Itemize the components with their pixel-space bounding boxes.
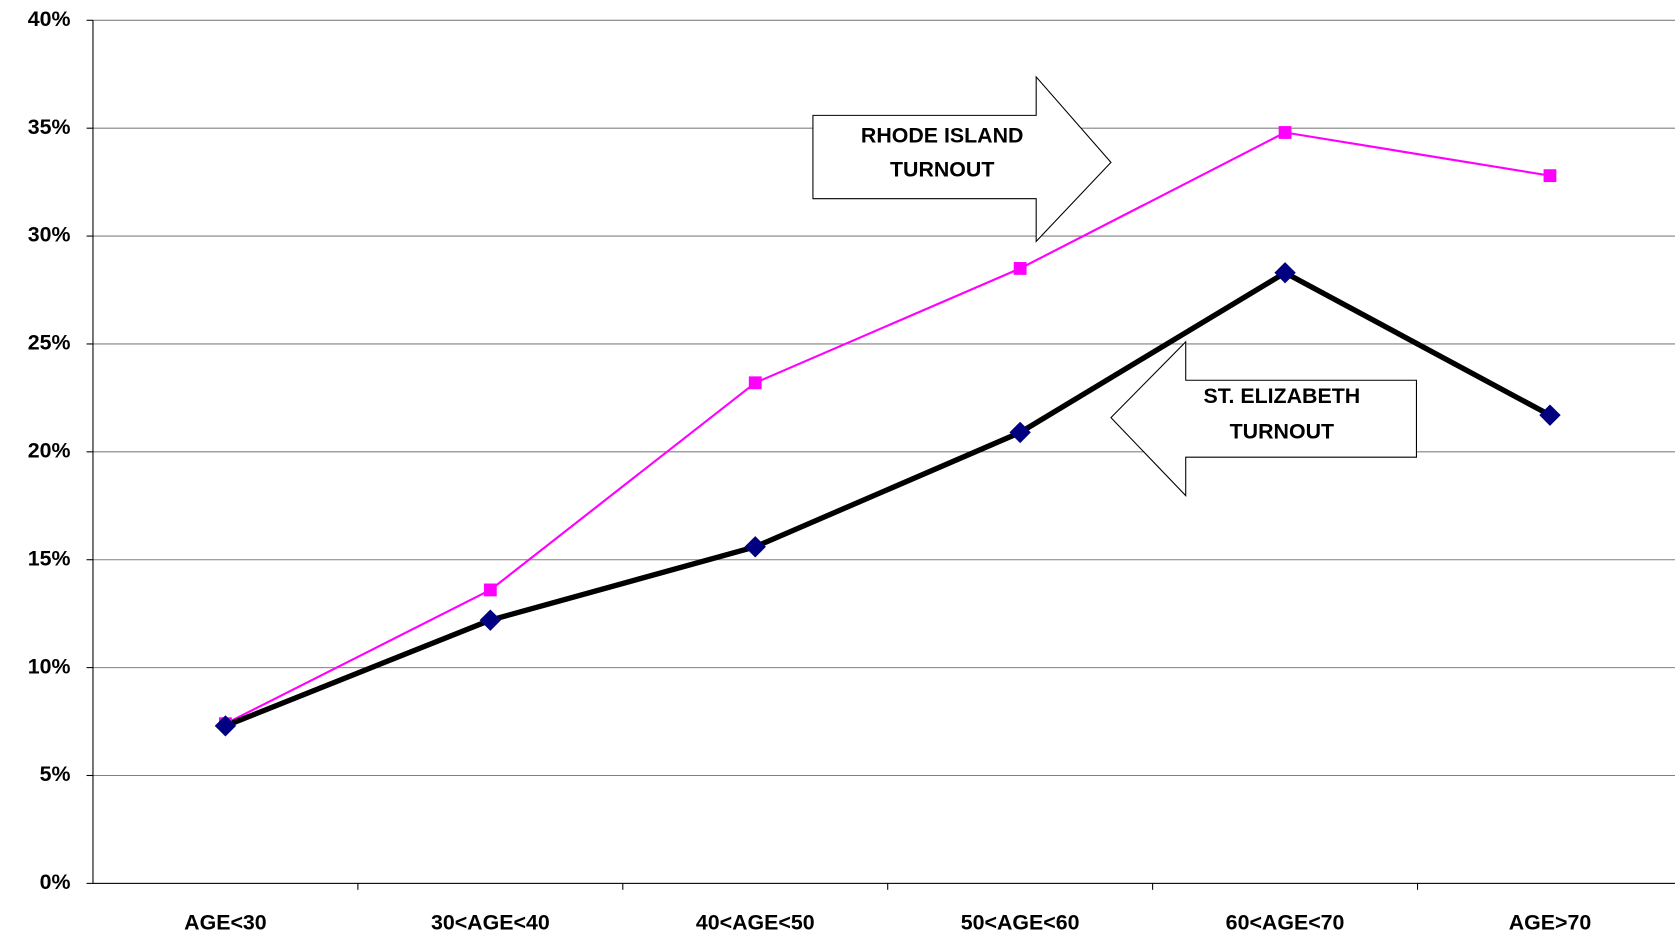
y-tick-label: 35% <box>28 115 71 139</box>
marker <box>744 536 766 558</box>
annotation: RHODE ISLAND <box>861 123 1024 147</box>
y-tick-label: 0% <box>40 870 71 894</box>
marker <box>1278 126 1292 139</box>
marker <box>748 376 762 390</box>
annotation: ST. ELIZABETH <box>1204 384 1361 408</box>
annotation: TURNOUT <box>890 158 994 182</box>
marker <box>479 609 502 631</box>
y-tick-label: 5% <box>40 762 71 786</box>
annotation: TURNOUT <box>1230 419 1334 443</box>
y-tick-label: 10% <box>28 654 71 678</box>
x-tick-label: 60<AGE<70 <box>1226 911 1345 935</box>
y-tick-label: 30% <box>28 223 71 247</box>
x-tick-label: 50<AGE<60 <box>961 911 1080 935</box>
marker <box>1539 404 1561 426</box>
series-line <box>224 270 1552 729</box>
x-tick-label: 40<AGE<50 <box>696 911 815 935</box>
arrow-left <box>1110 340 1417 497</box>
x-tick-label: 30<AGE<40 <box>431 911 550 935</box>
marker <box>1274 262 1296 284</box>
x-tick-label: AGE<30 <box>184 911 267 935</box>
arrow-right <box>812 75 1112 243</box>
marker <box>483 583 497 597</box>
marker <box>1013 262 1027 275</box>
y-tick-label: 25% <box>28 331 71 355</box>
marker <box>1543 169 1557 183</box>
marker <box>1009 421 1031 444</box>
x-tick-label: AGE>70 <box>1509 911 1592 935</box>
y-tick-label: 15% <box>28 546 71 570</box>
y-tick-label: 20% <box>28 438 71 462</box>
marker <box>214 715 237 737</box>
y-tick-label: 40% <box>28 7 71 31</box>
series-line <box>224 131 1551 725</box>
